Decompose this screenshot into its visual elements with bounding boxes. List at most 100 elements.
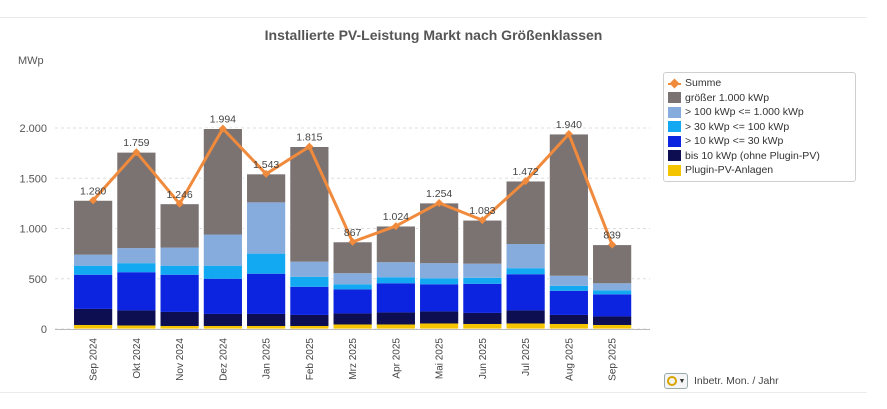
bar-segment (73, 265, 113, 275)
bar-segment (289, 276, 329, 287)
bar-segment (506, 310, 546, 324)
bar-segment (506, 323, 546, 329)
bar-segment (160, 311, 200, 326)
bar-segment (592, 244, 632, 284)
bar-segment (289, 286, 329, 315)
legend-label: > 10 kWp <= 30 kWp (685, 135, 784, 148)
x-tick-label: Aug 2025 (564, 338, 575, 381)
y-tick-label: 0 (41, 324, 47, 336)
bar-segment (462, 283, 502, 313)
sum-marker (564, 130, 573, 139)
sum-marker (132, 148, 141, 157)
bar-segment (160, 203, 200, 248)
sum-marker (175, 199, 184, 208)
bar-segment (203, 313, 243, 326)
x-tick-label: Jul 2025 (521, 338, 532, 376)
bar-segment (506, 244, 546, 269)
bar-segment (506, 274, 546, 311)
legend-line-marker-icon (668, 78, 681, 89)
bar-segment (549, 314, 589, 324)
bar-segment (160, 274, 200, 312)
bar-segment (592, 294, 632, 317)
sum-marker (608, 240, 617, 249)
bar-segment (462, 312, 502, 324)
sum-marker (391, 222, 400, 231)
data-label: 1.280 (80, 185, 106, 197)
bar-segment (462, 220, 502, 264)
bar-segment (203, 325, 243, 329)
bar-segment (203, 128, 243, 235)
legend-item: > 10 kWp <= 30 kWp (668, 134, 855, 149)
legend-label: > 100 kWp <= 1.000 kWp (685, 106, 804, 119)
bar-segment (419, 323, 459, 329)
x-tick-label: Jun 2025 (478, 338, 489, 380)
bar-segment (116, 272, 156, 311)
sum-marker (305, 142, 314, 151)
x-tick-label: Jan 2025 (262, 338, 273, 380)
bar-segment (462, 323, 502, 329)
bar-segment (246, 313, 286, 326)
period-dropdown-button[interactable]: ▼ (664, 373, 688, 389)
sum-marker (435, 198, 444, 207)
top-divider (0, 17, 867, 18)
bar-segment (333, 289, 373, 314)
bar-segment (376, 262, 416, 278)
bar-segment (592, 290, 632, 295)
bar-segment (160, 325, 200, 329)
bar-segment (333, 241, 373, 274)
legend-item: > 30 kWp <= 100 kWp (668, 120, 855, 135)
bar-segment (506, 181, 546, 245)
legend-item: Plugin-PV-Anlagen (668, 163, 855, 178)
data-label: 1.994 (210, 114, 236, 126)
x-tick-label: Feb 2025 (305, 338, 316, 381)
bar-segment (376, 312, 416, 325)
legend-swatch (668, 150, 681, 162)
data-label: 1.083 (469, 205, 495, 217)
bar-segment (246, 173, 286, 203)
bar-segment (160, 247, 200, 266)
data-label: 839 (603, 230, 621, 242)
bar-segment (419, 284, 459, 312)
bottom-divider (0, 392, 867, 393)
bar-segment (419, 202, 459, 264)
legend-item: größer 1.000 kWp (668, 91, 855, 106)
data-label: 1.024 (383, 211, 409, 223)
legend-label: größer 1.000 kWp (685, 91, 770, 104)
bar-segment (289, 261, 329, 277)
y-tick-label: 2.000 (19, 123, 47, 135)
bar-segment (246, 253, 286, 274)
bar-segment (333, 284, 373, 290)
sum-marker (521, 177, 530, 186)
bar-segment (419, 263, 459, 279)
sum-marker (348, 237, 357, 246)
legend-swatch (668, 92, 681, 104)
bar-segment (592, 324, 632, 329)
bar-segment (333, 313, 373, 325)
bar-segment (289, 325, 329, 329)
bar-segment (333, 324, 373, 329)
bar-segment (73, 200, 113, 255)
legend-item: Summe (668, 76, 855, 91)
data-label: 1.246 (166, 189, 192, 201)
x-tick-label: Apr 2025 (391, 338, 402, 379)
legend-item: > 100 kWp <= 1.000 kWp (668, 105, 855, 120)
bar-segment (419, 311, 459, 324)
x-tick-label: Sep 2024 (89, 338, 100, 381)
bar-segment (203, 278, 243, 314)
y-tick-label: 500 (29, 274, 47, 286)
data-label: 1.759 (123, 137, 149, 149)
bar-segment (160, 265, 200, 275)
period-selector[interactable]: ▼ Inbetr. Mon. / Jahr (664, 373, 779, 389)
bar-segment (73, 254, 113, 266)
bar-segment (73, 324, 113, 329)
bar-segment (506, 268, 546, 275)
bar-segment (116, 325, 156, 329)
period-icon (666, 376, 677, 386)
bar-segment (116, 310, 156, 326)
sum-marker (89, 196, 98, 205)
bar-segment (549, 275, 589, 286)
data-label: 1.543 (253, 159, 279, 171)
chart-legend: Summe größer 1.000 kWp > 100 kWp <= 1.000 … (663, 72, 856, 182)
bar-segment (376, 277, 416, 284)
